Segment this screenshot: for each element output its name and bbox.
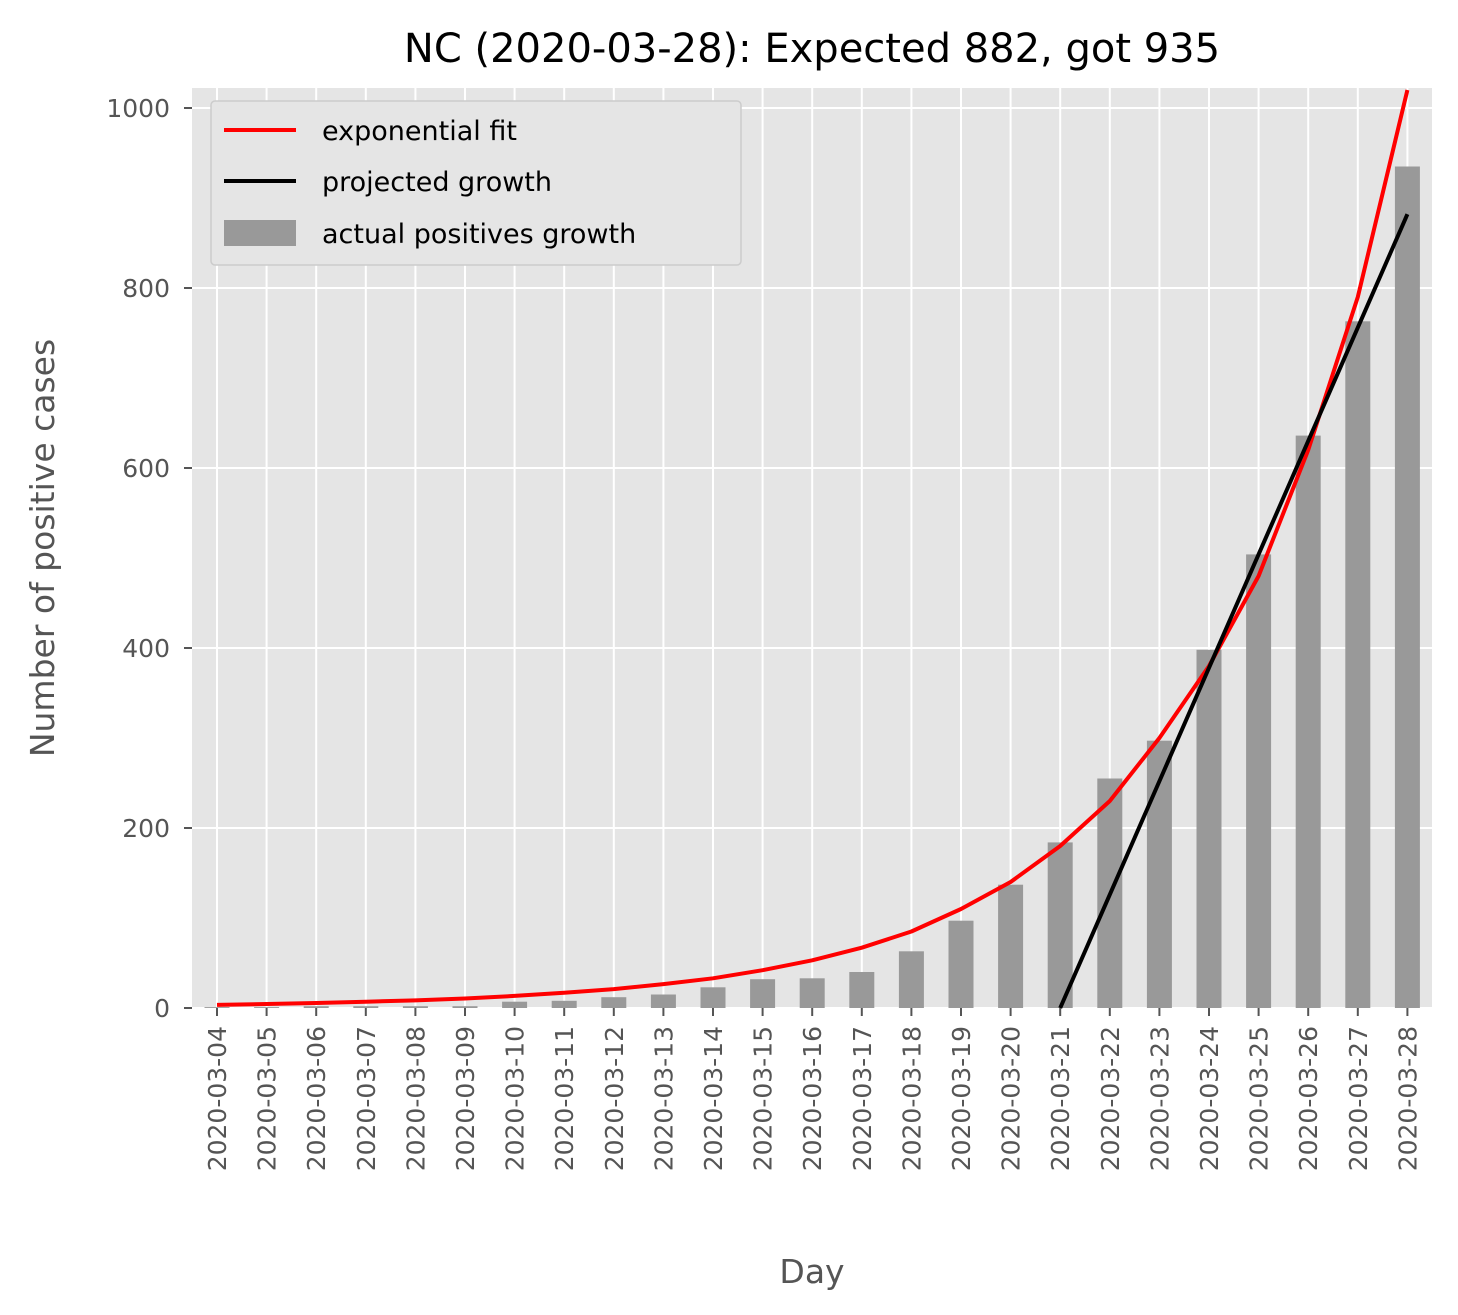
bar (948, 920, 974, 1008)
bar (799, 978, 825, 1008)
bar (1246, 554, 1272, 1008)
legend-label-exponential-fit: exponential fit (322, 116, 517, 147)
x-tick-label: 2020-03-15 (749, 1026, 778, 1171)
bar (551, 1000, 577, 1008)
legend: exponential fit projected growth actual … (210, 100, 742, 266)
x-tick-label: 2020-03-26 (1294, 1026, 1323, 1171)
y-tick-label: 600 (122, 454, 170, 483)
x-tick-label: 2020-03-06 (302, 1026, 331, 1171)
x-tick-label: 2020-03-16 (798, 1026, 827, 1171)
y-tick-label: 1000 (106, 94, 170, 123)
x-tick-label: 2020-03-24 (1195, 1026, 1224, 1171)
x-tick-label: 2020-03-13 (649, 1026, 678, 1171)
bar (998, 884, 1024, 1008)
bar (849, 972, 875, 1008)
legend-label-projected-growth: projected growth (322, 167, 552, 198)
bar (353, 1006, 379, 1008)
bar (1196, 649, 1222, 1008)
x-tick-label: 2020-03-28 (1393, 1026, 1422, 1171)
bar (502, 1001, 528, 1008)
bar (650, 994, 676, 1008)
bar (254, 1007, 280, 1008)
x-tick-label: 2020-03-11 (550, 1026, 579, 1171)
bar (452, 1006, 478, 1008)
bar (601, 997, 627, 1008)
legend-swatch-actual-positives-growth (224, 220, 296, 246)
bar (402, 1006, 428, 1008)
x-tick-label: 2020-03-10 (501, 1026, 530, 1171)
x-tick-label: 2020-03-25 (1245, 1026, 1274, 1171)
bar-series (204, 166, 1420, 1009)
x-tick-label: 2020-03-07 (352, 1026, 381, 1171)
x-tick-label: 2020-03-23 (1145, 1026, 1174, 1171)
bar (700, 987, 726, 1008)
y-axis: 0 200 400 600 800 1000 (106, 94, 192, 1023)
x-tick-label: 2020-03-19 (947, 1026, 976, 1171)
x-tick-label: 2020-03-09 (451, 1026, 480, 1171)
bar (204, 1007, 230, 1008)
x-tick-label: 2020-03-20 (997, 1026, 1026, 1171)
x-tick-label: 2020-03-14 (699, 1026, 728, 1171)
x-tick-label: 2020-03-22 (1096, 1026, 1125, 1171)
x-tick-label: 2020-03-27 (1344, 1026, 1373, 1171)
bar (750, 979, 776, 1008)
x-tick-label: 2020-03-05 (253, 1026, 282, 1171)
y-axis-label: Number of positive cases (23, 339, 62, 757)
legend-label-actual-positives-growth: actual positives growth (322, 219, 636, 250)
x-tick-label: 2020-03-21 (1046, 1026, 1075, 1171)
bar (1295, 435, 1321, 1009)
bar (1394, 166, 1420, 1008)
x-tick-label: 2020-03-08 (401, 1026, 430, 1171)
bar (303, 1006, 329, 1008)
y-tick-label: 200 (122, 814, 170, 843)
bar (898, 951, 924, 1008)
chart-title: NC (2020-03-28): Expected 882, got 935 (404, 26, 1220, 72)
x-tick-label: 2020-03-18 (897, 1026, 926, 1171)
bar (1345, 321, 1371, 1008)
y-tick-label: 800 (122, 274, 170, 303)
x-tick-label: 2020-03-04 (203, 1026, 232, 1171)
x-axis: 2020-03-04 2020-03-05 2020-03-06 2020-03-07… (203, 1008, 1422, 1171)
line-series (216, 89, 1410, 1009)
x-axis-label: Day (779, 1252, 844, 1291)
x-tick-label: 2020-03-12 (600, 1026, 629, 1171)
legend-box (210, 100, 742, 266)
y-tick-label: 400 (122, 634, 170, 663)
series-line (1058, 213, 1410, 1009)
x-tick-label: 2020-03-17 (848, 1026, 877, 1171)
y-tick-label: 0 (154, 994, 170, 1023)
bar (1047, 842, 1073, 1008)
